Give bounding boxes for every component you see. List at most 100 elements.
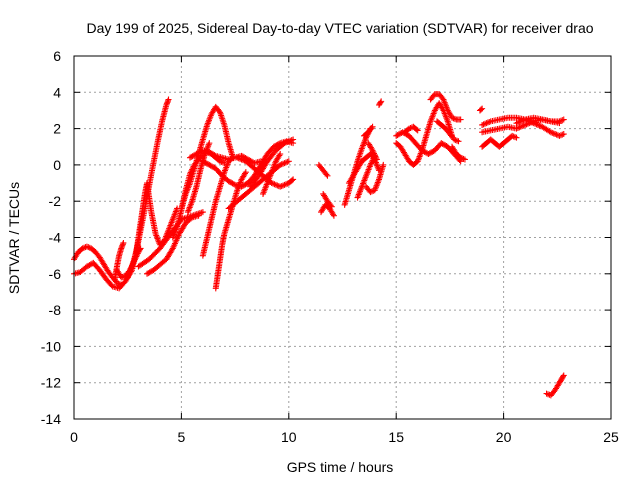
data-point xyxy=(270,180,277,187)
data-point xyxy=(118,274,125,281)
data-point xyxy=(230,181,237,188)
y-tick-label: 6 xyxy=(53,48,61,64)
x-tick-label: 10 xyxy=(281,429,297,445)
data-point xyxy=(549,129,556,136)
series-arc-27 xyxy=(360,123,376,139)
series-arc-14 xyxy=(212,169,249,292)
data-point xyxy=(556,118,563,125)
data-point xyxy=(517,123,524,130)
data-point xyxy=(519,123,526,130)
data-point xyxy=(452,137,459,144)
data-point xyxy=(543,390,550,397)
data-point xyxy=(119,273,126,280)
data-point xyxy=(510,133,517,140)
data-point xyxy=(234,154,241,161)
grid xyxy=(74,56,611,419)
series-arc-21 xyxy=(320,190,335,210)
data-point xyxy=(520,122,527,129)
data-point xyxy=(85,244,92,251)
y-tick-label: -12 xyxy=(41,375,61,391)
data-point xyxy=(238,156,245,163)
data-point xyxy=(284,138,291,145)
data-point xyxy=(271,181,278,188)
series-arc-35 xyxy=(479,114,567,139)
data-point xyxy=(460,155,467,162)
series-arc-39 xyxy=(476,105,486,114)
data-point xyxy=(481,120,488,127)
data-point xyxy=(79,245,86,252)
x-tick-label: 20 xyxy=(496,429,512,445)
data-point xyxy=(560,372,567,379)
data-point xyxy=(455,138,462,145)
data-point xyxy=(534,121,541,128)
data-point xyxy=(536,122,543,129)
data-points xyxy=(71,91,567,399)
data-point xyxy=(284,158,291,165)
data-point xyxy=(516,124,523,131)
y-tick-label: -14 xyxy=(41,411,61,427)
series-arc-26 xyxy=(365,140,380,163)
data-point xyxy=(327,202,334,209)
data-point xyxy=(116,281,123,288)
data-point xyxy=(272,181,279,188)
data-point xyxy=(378,98,385,105)
data-point xyxy=(281,160,288,167)
data-point xyxy=(211,152,218,159)
data-point xyxy=(516,118,523,125)
data-point xyxy=(450,115,457,122)
data-point xyxy=(514,124,521,131)
data-point xyxy=(513,134,520,141)
series-arc-28 xyxy=(376,98,385,109)
y-tick-label: 4 xyxy=(53,84,61,100)
data-point xyxy=(278,161,285,168)
series-arc-34 xyxy=(449,143,468,163)
data-point xyxy=(281,140,288,147)
data-point xyxy=(547,129,554,136)
y-tick-label: -10 xyxy=(41,338,61,354)
data-point xyxy=(557,132,564,139)
series-arc-33 xyxy=(434,118,462,145)
x-axis-label: GPS time / hours xyxy=(287,459,394,475)
y-tick-label: -2 xyxy=(49,193,62,209)
data-point xyxy=(451,115,458,122)
data-point xyxy=(522,121,529,128)
data-point xyxy=(199,209,206,216)
data-point xyxy=(552,131,559,138)
series-arc-13 xyxy=(199,154,236,259)
data-point xyxy=(413,126,420,133)
data-point xyxy=(484,119,491,126)
data-point xyxy=(242,169,249,176)
y-tick-label: -8 xyxy=(49,302,62,318)
data-point xyxy=(512,134,519,141)
data-point xyxy=(523,121,530,128)
data-point xyxy=(237,155,244,162)
data-point xyxy=(285,158,292,165)
data-point xyxy=(557,117,564,124)
x-tick-label: 25 xyxy=(603,429,619,445)
y-tick-label: 0 xyxy=(53,157,61,173)
axis-ticks: 0 5 10 15 20 25 -14 -12 -10 -8 -6 -4 -2 0 2 4 6 xyxy=(41,48,619,445)
data-point xyxy=(449,114,456,121)
data-point xyxy=(290,176,297,183)
data-point xyxy=(165,96,172,103)
data-point xyxy=(527,119,534,126)
data-point xyxy=(377,99,384,106)
data-point xyxy=(483,120,490,127)
data-point xyxy=(373,156,380,163)
series-arc-17 xyxy=(247,136,297,190)
data-point xyxy=(323,171,330,178)
data-point xyxy=(553,131,560,138)
data-point xyxy=(278,183,285,190)
data-point xyxy=(285,138,292,145)
data-point xyxy=(524,120,531,127)
data-point xyxy=(282,181,289,188)
data-point xyxy=(519,117,526,124)
plot-frame xyxy=(73,55,612,420)
y-tick-label: -6 xyxy=(49,266,62,282)
data-point xyxy=(367,189,374,196)
data-point xyxy=(274,182,281,189)
data-point xyxy=(514,119,521,126)
data-point xyxy=(556,132,563,139)
data-point xyxy=(406,125,413,132)
